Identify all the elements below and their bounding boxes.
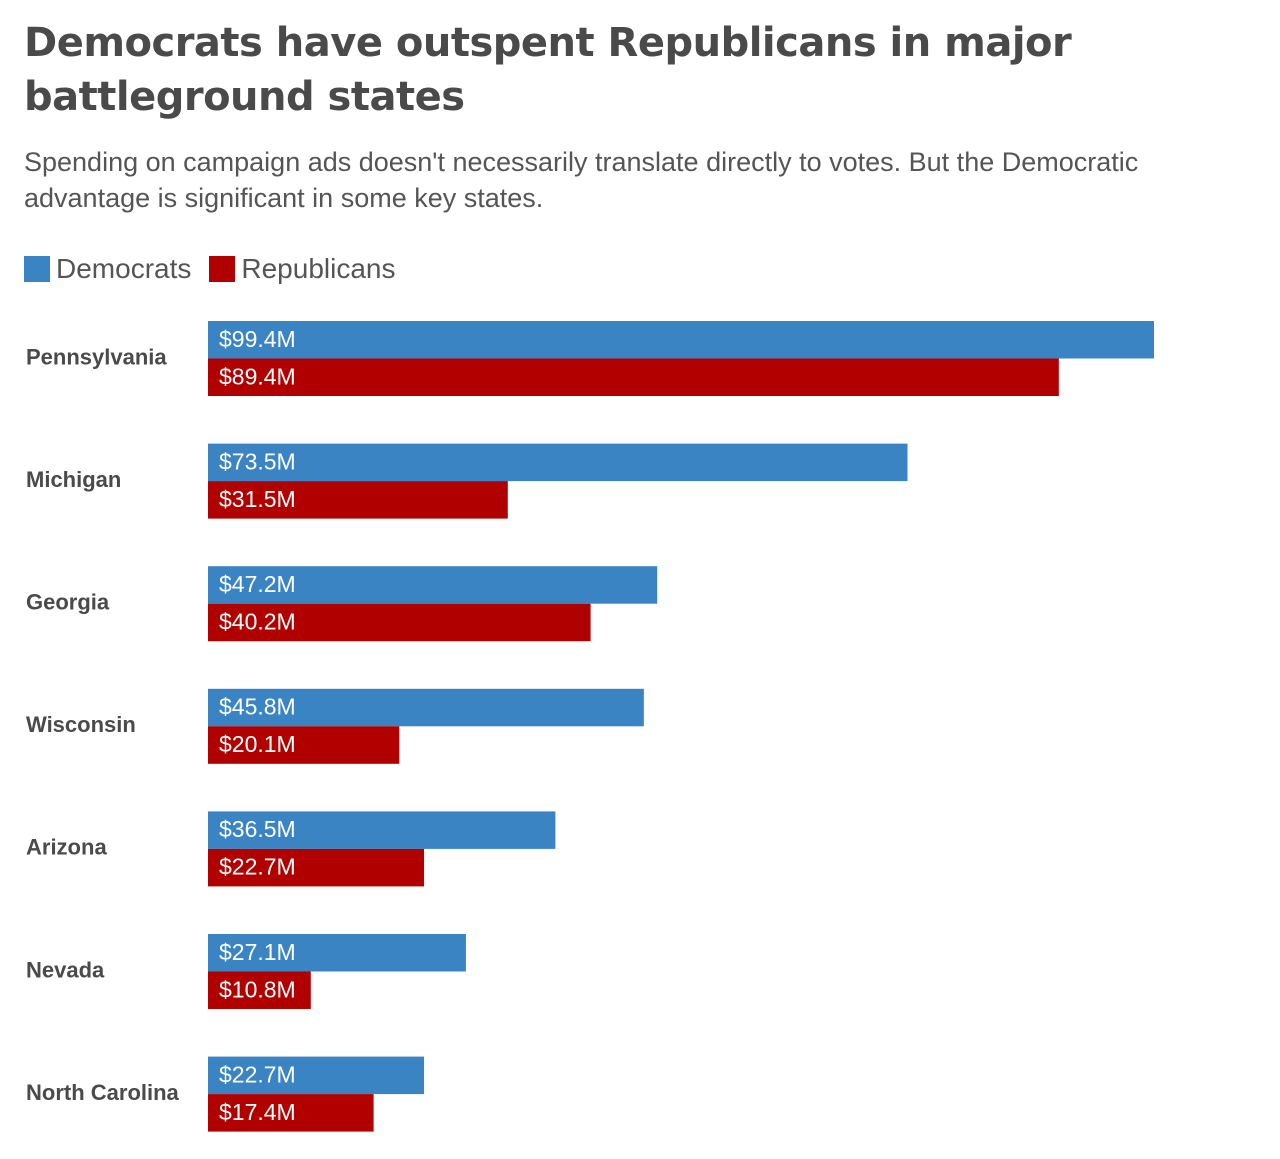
bar-label-republicans-north-carolina: $17.4M [219, 1099, 296, 1125]
bar-democrats-michigan [208, 443, 908, 482]
bar-label-democrats-north-carolina: $22.7M [219, 1061, 296, 1087]
bar-label-republicans-wisconsin: $20.1M [219, 731, 296, 757]
bar-label-democrats-michigan: $73.5M [219, 448, 296, 474]
bar-republicans-arizona [208, 848, 425, 887]
bar-democrats-arizona [208, 811, 556, 849]
bar-democrats-georgia [208, 566, 658, 604]
state-label-pennsylvania: Pennsylvania [26, 344, 167, 369]
legend-swatch-republicans [209, 256, 236, 282]
bar-label-democrats-pennsylvania: $99.4M [219, 326, 296, 352]
state-label-georgia: Georgia [26, 590, 110, 615]
bar-democrats-nevada [208, 934, 466, 972]
bar-label-republicans-pennsylvania: $89.4M [219, 363, 296, 389]
bar-democrats-north-carolina [208, 1056, 425, 1095]
bar-label-democrats-wisconsin: $45.8M [219, 694, 296, 720]
bar-label-democrats-georgia: $47.2M [219, 571, 296, 597]
bar-label-democrats-nevada: $27.1M [219, 939, 296, 965]
bar-label-republicans-georgia: $40.2M [219, 609, 296, 635]
bar-republicans-wisconsin [208, 726, 400, 764]
legend-swatch-democrats [24, 256, 50, 282]
bar-label-republicans-nevada: $10.8M [219, 976, 296, 1002]
legend-label-democrats: Democrats [56, 253, 192, 284]
state-label-arizona: Arizona [26, 835, 107, 860]
bar-republicans-georgia [208, 603, 591, 642]
state-label-nevada: Nevada [26, 957, 105, 982]
bar-chart: Pennsylvania $99.4M $89.4M Michigan $73.5M $3… [26, 321, 1154, 1132]
bar-republicans-north-carolina [208, 1094, 374, 1132]
chart-title: Democrats have outspent Republicans in m… [24, 20, 1072, 120]
legend-item-republicans: Republicans [209, 253, 395, 285]
bar-label-republicans-arizona: $22.7M [219, 854, 296, 880]
bar-democrats-wisconsin [208, 688, 644, 727]
legend: Democrats Republicans [24, 252, 413, 286]
bar-label-democrats-arizona: $36.5M [219, 816, 296, 842]
bar-republicans-nevada [208, 971, 311, 1009]
state-label-north-carolina: North Carolina [26, 1080, 180, 1105]
bar-label-republicans-michigan: $31.5M [219, 486, 296, 512]
bar-republicans-michigan [208, 481, 508, 519]
state-label-michigan: Michigan [26, 467, 121, 492]
chart-subtitle: Spending on campaign ads doesn't necessa… [24, 147, 1139, 213]
legend-label-republicans: Republicans [241, 253, 396, 284]
bar-republicans-pennsylvania [208, 358, 1059, 396]
bar-democrats-pennsylvania [208, 321, 1154, 359]
legend-item-democrats: Democrats [24, 253, 191, 285]
state-label-wisconsin: Wisconsin [26, 712, 136, 737]
